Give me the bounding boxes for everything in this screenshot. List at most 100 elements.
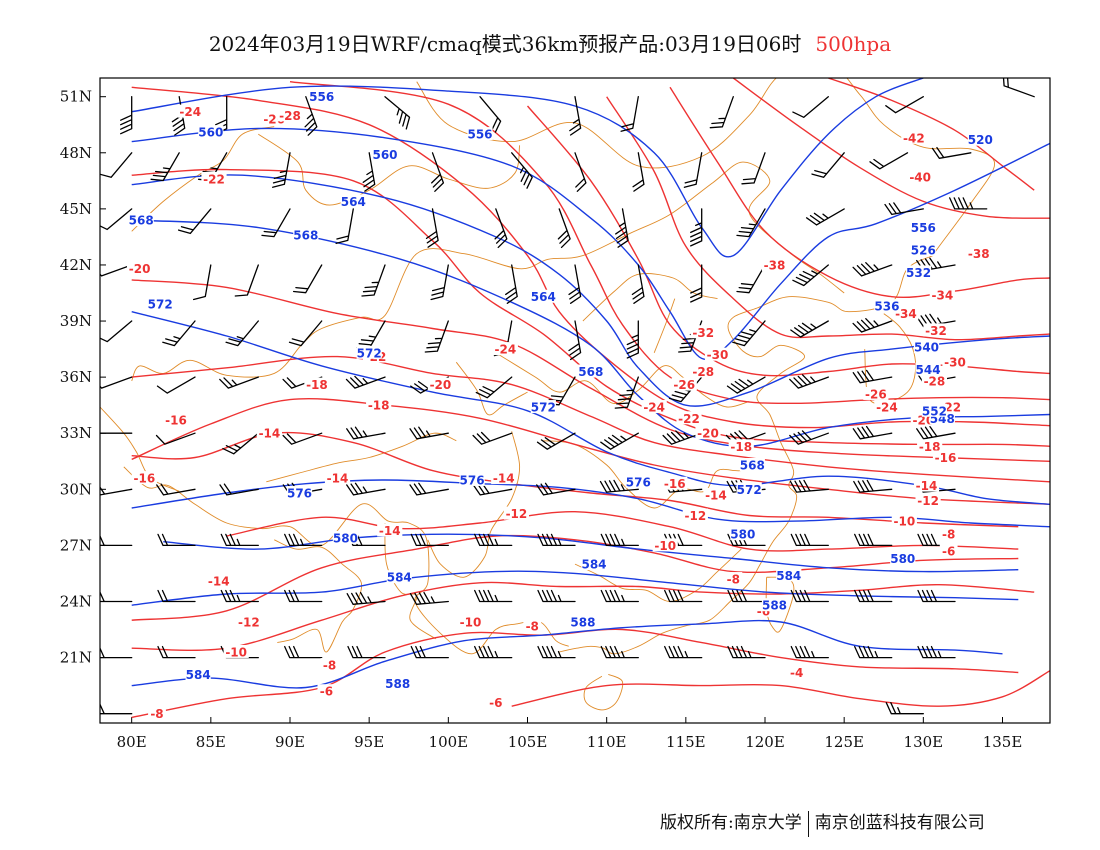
lat-tick-label: 21N <box>60 649 92 667</box>
wind-barb <box>789 479 829 493</box>
lon-tick-label: 120E <box>745 733 785 751</box>
temperature-label-bg <box>486 695 505 709</box>
temperature-label-bg <box>317 684 336 698</box>
temperature-label-bg <box>377 523 403 537</box>
wind-barb <box>284 589 323 603</box>
temperature-contour <box>131 279 1050 462</box>
wind-barb <box>727 645 766 659</box>
height-contour <box>131 78 924 258</box>
wind-barb <box>177 208 212 235</box>
temperature-label: -18 <box>919 440 941 454</box>
coastline <box>455 361 528 416</box>
wind-barb <box>569 96 582 136</box>
wind-barb <box>100 152 133 178</box>
wind-barb <box>431 152 445 192</box>
wind-barb <box>1002 78 1035 98</box>
wind-barb <box>345 375 386 389</box>
height-label: 588 <box>762 599 787 613</box>
temperature-label-bg <box>366 398 392 412</box>
temperature-label-bg <box>324 471 351 485</box>
temperature-contour <box>131 628 1019 719</box>
wind-barb <box>155 432 196 445</box>
height-label-bg <box>730 527 756 541</box>
temperature-label-bg <box>427 377 454 391</box>
wind-barb <box>854 533 893 547</box>
height-label: 572 <box>737 483 762 497</box>
wind-barb <box>292 264 323 294</box>
height-label: 520 <box>968 133 993 147</box>
wind-barb <box>356 320 386 350</box>
height-contour <box>131 219 1050 448</box>
temperature-label-bg <box>641 400 667 414</box>
temperature-label-bg <box>704 347 731 361</box>
coastline <box>131 161 845 382</box>
wind-barb <box>614 376 639 409</box>
temperature-label: -32 <box>925 324 947 338</box>
temperature-label: -20 <box>912 414 934 428</box>
temperature-label-bg <box>907 170 933 184</box>
height-label: 576 <box>287 487 312 501</box>
coastline <box>258 133 521 206</box>
height-label: 576 <box>460 473 485 487</box>
temperature-label-bg <box>163 413 189 427</box>
wind-barb <box>474 533 513 547</box>
lat-tick-label: 48N <box>60 144 92 162</box>
wind-barb <box>869 152 909 170</box>
height-label-bg <box>332 530 359 544</box>
height-contour <box>131 619 1003 689</box>
lat-tick-label: 27N <box>60 536 92 554</box>
temperature-label: -38 <box>764 258 786 272</box>
wind-barb <box>916 425 956 440</box>
wind-barb <box>949 197 988 210</box>
wind-barb <box>884 202 924 216</box>
wind-barb <box>100 208 133 231</box>
temperature-label-bg <box>277 108 303 122</box>
temperature-label-bg <box>662 476 688 490</box>
height-label-bg <box>874 299 900 313</box>
temperature-label-bg <box>942 355 968 369</box>
lat-tick-label: 36N <box>60 368 92 386</box>
wind-barb <box>511 152 533 189</box>
wind-barb <box>150 152 180 182</box>
wind-barb <box>272 152 291 188</box>
longitude-axis: 80E 85E 90E 95E 100E 105E 110E 115E 120E 125E 130E… <box>117 717 1022 751</box>
wind-barb <box>494 208 508 249</box>
temperature-label: -28 <box>279 109 301 123</box>
wind-barb <box>335 208 354 245</box>
temperature-label: -14 <box>259 427 281 441</box>
temperature-contour <box>131 397 1050 505</box>
wind-barb <box>854 589 893 603</box>
wind-barb <box>568 320 582 361</box>
lat-tick-label: 39N <box>60 312 92 330</box>
wind-barb <box>600 432 639 450</box>
height-label-bg <box>910 220 936 234</box>
temperature-label: -16 <box>165 414 187 428</box>
temperature-label-bg <box>690 364 716 378</box>
temperature-label-bg <box>921 373 948 387</box>
temperature-label-bg <box>891 514 917 528</box>
wind-barb <box>192 264 212 301</box>
temperature-label: -8 <box>727 573 740 587</box>
chart-title: 2024年03月19日WRF/cmaq模式36km预报产品:03月19日06时 5… <box>0 28 1100 57</box>
wind-barb <box>409 591 449 605</box>
lat-tick-label: 30N <box>60 480 92 498</box>
height-label-bg <box>761 598 788 612</box>
temperature-label-bg <box>206 573 232 587</box>
coastline <box>495 352 750 408</box>
temperature-label-bg <box>695 426 721 440</box>
wind-barb <box>792 264 829 287</box>
temperature-label: -26 <box>673 378 695 392</box>
temperature-label: -42 <box>903 131 925 145</box>
wind-barb <box>100 320 133 343</box>
height-label: 536 <box>874 300 899 314</box>
wind-barb <box>852 425 893 440</box>
wind-barb <box>157 533 196 547</box>
temperature-label: -14 <box>379 524 401 538</box>
height-label-bg <box>293 228 319 242</box>
lon-tick-label: 80E <box>117 733 147 751</box>
height-label-bg <box>776 568 802 582</box>
wind-barb <box>662 430 703 445</box>
temperature-contour <box>226 510 1019 552</box>
temperature-label: -20 <box>430 378 452 392</box>
wind-barb <box>917 645 956 659</box>
